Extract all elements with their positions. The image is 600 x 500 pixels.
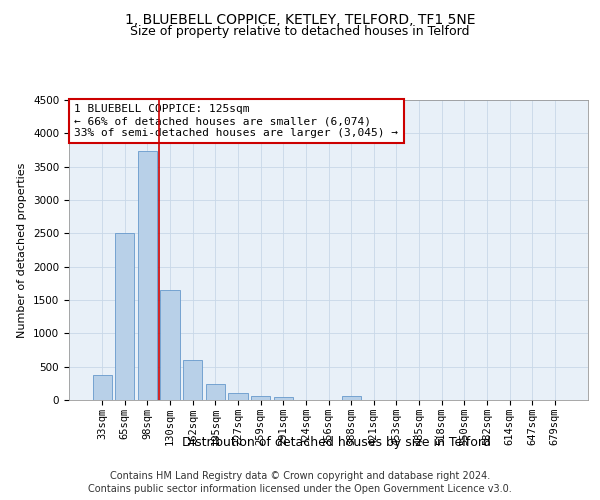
Bar <box>92 374 112 400</box>
Bar <box>206 384 225 400</box>
Bar <box>138 152 157 400</box>
Text: Distribution of detached houses by size in Telford: Distribution of detached houses by size … <box>182 436 490 449</box>
Text: 1, BLUEBELL COPPICE, KETLEY, TELFORD, TF1 5NE: 1, BLUEBELL COPPICE, KETLEY, TELFORD, TF… <box>125 12 475 26</box>
Text: Contains HM Land Registry data © Crown copyright and database right 2024.
Contai: Contains HM Land Registry data © Crown c… <box>88 471 512 494</box>
Bar <box>251 396 270 400</box>
Bar <box>115 234 134 400</box>
Bar <box>341 396 361 400</box>
Bar <box>274 398 293 400</box>
Text: 1 BLUEBELL COPPICE: 125sqm
← 66% of detached houses are smaller (6,074)
33% of s: 1 BLUEBELL COPPICE: 125sqm ← 66% of deta… <box>74 104 398 138</box>
Bar <box>229 393 248 400</box>
Text: Size of property relative to detached houses in Telford: Size of property relative to detached ho… <box>130 25 470 38</box>
Bar <box>160 290 180 400</box>
Y-axis label: Number of detached properties: Number of detached properties <box>17 162 28 338</box>
Bar <box>183 360 202 400</box>
